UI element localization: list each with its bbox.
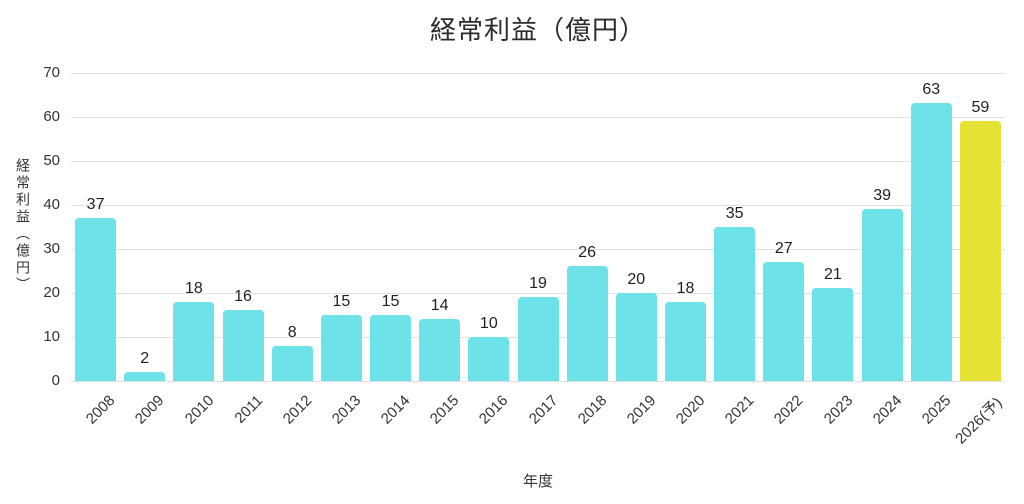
y-tick-label: 50 bbox=[43, 151, 60, 169]
bar-value-label: 15 bbox=[332, 292, 351, 310]
bar-2018 bbox=[566, 266, 608, 381]
bar-value-label: 59 bbox=[971, 98, 990, 116]
x-tick-label: 2021 bbox=[722, 392, 758, 428]
x-tick-label: 2022 bbox=[771, 392, 807, 428]
bar-2008 bbox=[75, 217, 117, 381]
chart-title: 経常利益（億円） bbox=[429, 15, 646, 45]
x-tick-label: 2023 bbox=[820, 392, 856, 428]
y-tick-label: 10 bbox=[43, 327, 60, 345]
bar-2024 bbox=[861, 209, 903, 381]
bar-2015 bbox=[419, 319, 461, 381]
bar-value-label: 19 bbox=[529, 275, 547, 293]
bar-2012 bbox=[271, 345, 313, 381]
y-axis-title: 経常利益（億円） bbox=[15, 158, 31, 294]
bar-2021 bbox=[714, 226, 756, 381]
gridline bbox=[71, 292, 1005, 294]
bar-value-label: 8 bbox=[287, 323, 297, 341]
bar-2025 bbox=[910, 103, 952, 381]
gridline bbox=[71, 160, 1005, 162]
bar-value-label: 63 bbox=[922, 81, 941, 99]
bar-2020 bbox=[664, 301, 706, 381]
gridline bbox=[71, 248, 1005, 250]
x-tick-label: 2009 bbox=[132, 392, 168, 428]
bar-value-label: 27 bbox=[774, 240, 793, 257]
y-tick-label: 70 bbox=[43, 63, 60, 81]
bar-value-label: 21 bbox=[824, 266, 842, 284]
bar-2013 bbox=[320, 314, 362, 381]
gridline bbox=[71, 381, 1005, 382]
x-tick-label: 2026(予) bbox=[952, 394, 1006, 448]
bar-2023 bbox=[812, 288, 854, 381]
x-tick-label: 2011 bbox=[231, 392, 267, 427]
x-tick-label: 2020 bbox=[672, 392, 709, 428]
y-tick-label: 60 bbox=[43, 107, 60, 125]
x-tick-label: 2024 bbox=[869, 392, 906, 428]
bar-2022 bbox=[763, 262, 805, 381]
x-tick-label: 2018 bbox=[574, 392, 611, 428]
y-tick-label: 20 bbox=[43, 283, 60, 301]
gridline bbox=[71, 116, 1005, 118]
y-tick-label: 0 bbox=[51, 372, 60, 389]
x-tick-label: 2015 bbox=[427, 392, 463, 428]
bar-value-label: 2 bbox=[140, 350, 150, 368]
x-tick-label: 2010 bbox=[181, 392, 217, 428]
bar-2010 bbox=[173, 301, 215, 381]
bar-2026(予) bbox=[959, 120, 1001, 381]
bar-value-label: 10 bbox=[479, 314, 498, 332]
bar-2016 bbox=[468, 336, 510, 381]
gridline bbox=[71, 204, 1005, 206]
bar-2014 bbox=[370, 314, 412, 381]
bar-value-label: 20 bbox=[627, 270, 646, 288]
x-tick-label: 2017 bbox=[525, 392, 562, 428]
x-tick-label: 2016 bbox=[476, 392, 512, 428]
bar-value-label: 26 bbox=[578, 244, 597, 262]
bar-value-label: 35 bbox=[725, 204, 744, 222]
bar-value-label: 15 bbox=[381, 292, 400, 310]
x-tick-label: 2008 bbox=[82, 392, 119, 428]
bar-value-label: 39 bbox=[873, 187, 891, 205]
bar-2019 bbox=[615, 292, 657, 381]
y-tick-label: 40 bbox=[43, 195, 60, 213]
bar-2017 bbox=[517, 297, 559, 381]
x-tick-label: 2013 bbox=[328, 392, 365, 428]
bar-2009 bbox=[124, 372, 166, 381]
bar-value-label: 18 bbox=[184, 279, 203, 297]
x-tick-label: 2025 bbox=[918, 392, 955, 428]
x-tick-label: 2019 bbox=[623, 392, 660, 428]
bar-value-label: 18 bbox=[676, 279, 695, 297]
bar-value-label: 16 bbox=[234, 288, 252, 306]
bar-value-label: 37 bbox=[86, 195, 105, 213]
y-tick-label: 30 bbox=[43, 239, 60, 257]
bar-2011 bbox=[222, 310, 264, 381]
bar-value-label: 14 bbox=[430, 297, 449, 315]
gridline bbox=[71, 72, 1005, 74]
x-tick-label: 2012 bbox=[279, 392, 316, 428]
x-tick-label: 2014 bbox=[377, 392, 414, 428]
x-axis-title: 年度 bbox=[522, 473, 553, 490]
